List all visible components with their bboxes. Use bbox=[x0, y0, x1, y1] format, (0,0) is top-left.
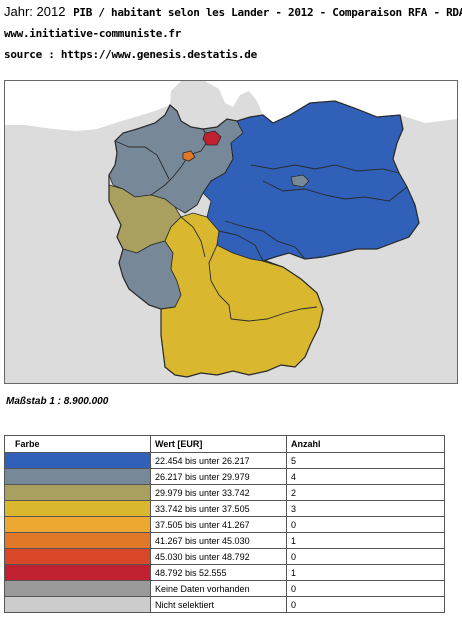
legend-swatch bbox=[5, 485, 150, 500]
legend-swatch-cell bbox=[4, 484, 151, 501]
header-line: Jahr: 2012 PIB / habitant selon les Land… bbox=[4, 4, 462, 19]
site-label: www.initiative-communiste.fr bbox=[4, 27, 182, 40]
legend-swatch-cell bbox=[4, 580, 151, 597]
legend-swatch bbox=[5, 549, 150, 564]
legend-swatch-cell bbox=[4, 564, 151, 581]
legend-swatch-cell bbox=[4, 500, 151, 517]
legend-swatch bbox=[5, 581, 150, 596]
legend-count: 2 bbox=[286, 484, 445, 501]
legend-range: Nicht selektiert bbox=[150, 596, 287, 613]
legend-swatch bbox=[5, 453, 150, 468]
legend-row: 22.454 bis unter 26.217 5 bbox=[4, 452, 445, 469]
legend-row: 45.030 bis unter 48.792 0 bbox=[4, 548, 445, 565]
legend-swatch-cell bbox=[4, 452, 151, 469]
legend-range: 22.454 bis unter 26.217 bbox=[150, 452, 287, 469]
legend-range: 33.742 bis unter 37.505 bbox=[150, 500, 287, 517]
legend-range: 45.030 bis unter 48.792 bbox=[150, 548, 287, 565]
legend-table: Farbe Wert [EUR] Anzahl 22.454 bis unter… bbox=[4, 435, 445, 613]
legend-row: 26.217 bis unter 29.979 4 bbox=[4, 468, 445, 485]
legend-range: 41.267 bis unter 45.030 bbox=[150, 532, 287, 549]
germany-border bbox=[108, 100, 420, 378]
legend-range: Keine Daten vorhanden bbox=[150, 580, 287, 597]
legend-count: 1 bbox=[286, 564, 445, 581]
legend-count: 3 bbox=[286, 500, 445, 517]
legend-swatch bbox=[5, 469, 150, 484]
legend-count: 4 bbox=[286, 468, 445, 485]
map-title: PIB / habitant selon les Lander - 2012 -… bbox=[73, 6, 462, 19]
city-bremen bbox=[182, 150, 196, 162]
legend-swatch-cell bbox=[4, 468, 151, 485]
map-panel[interactable] bbox=[4, 80, 458, 384]
legend-range: 26.217 bis unter 29.979 bbox=[150, 468, 287, 485]
legend-range: 29.979 bis unter 33.742 bbox=[150, 484, 287, 501]
legend-swatch bbox=[5, 517, 150, 532]
legend-range: 48.792 bis 52.555 bbox=[150, 564, 287, 581]
year-label: Jahr: 2012 bbox=[4, 4, 66, 19]
legend-row: Nicht selektiert 0 bbox=[4, 596, 445, 613]
legend-header-row: Farbe Wert [EUR] Anzahl bbox=[4, 435, 445, 453]
legend-swatch-cell bbox=[4, 596, 151, 613]
legend-row: 37.505 bis unter 41.267 0 bbox=[4, 516, 445, 533]
legend-swatch bbox=[5, 597, 150, 612]
legend-header-count: Anzahl bbox=[286, 435, 445, 453]
legend-row: 48.792 bis 52.555 1 bbox=[4, 564, 445, 581]
sea-area bbox=[5, 81, 457, 131]
source-label: source : https://www.genesis.destatis.de bbox=[4, 48, 257, 61]
legend-count: 1 bbox=[286, 532, 445, 549]
legend-count: 0 bbox=[286, 596, 445, 613]
legend-row: 33.742 bis unter 37.505 3 bbox=[4, 500, 445, 517]
legend-swatch-cell bbox=[4, 532, 151, 549]
scale-label: Maßstab 1 : 8.900.000 bbox=[6, 396, 109, 407]
legend-swatch-cell bbox=[4, 516, 151, 533]
city-hamburg bbox=[202, 130, 222, 146]
legend-count: 0 bbox=[286, 516, 445, 533]
legend-header-color: Farbe bbox=[4, 435, 151, 453]
legend-swatch-cell bbox=[4, 548, 151, 565]
legend-row: Keine Daten vorhanden 0 bbox=[4, 580, 445, 597]
legend-range: 37.505 bis unter 41.267 bbox=[150, 516, 287, 533]
legend-count: 0 bbox=[286, 548, 445, 565]
legend-swatch bbox=[5, 565, 150, 580]
legend-header-value: Wert [EUR] bbox=[150, 435, 287, 453]
legend-count: 5 bbox=[286, 452, 445, 469]
legend-swatch bbox=[5, 501, 150, 516]
legend-row: 29.979 bis unter 33.742 2 bbox=[4, 484, 445, 501]
city-berlin bbox=[290, 174, 310, 188]
legend-row: 41.267 bis unter 45.030 1 bbox=[4, 532, 445, 549]
germany-map bbox=[5, 81, 457, 383]
legend-count: 0 bbox=[286, 580, 445, 597]
legend-swatch bbox=[5, 533, 150, 548]
